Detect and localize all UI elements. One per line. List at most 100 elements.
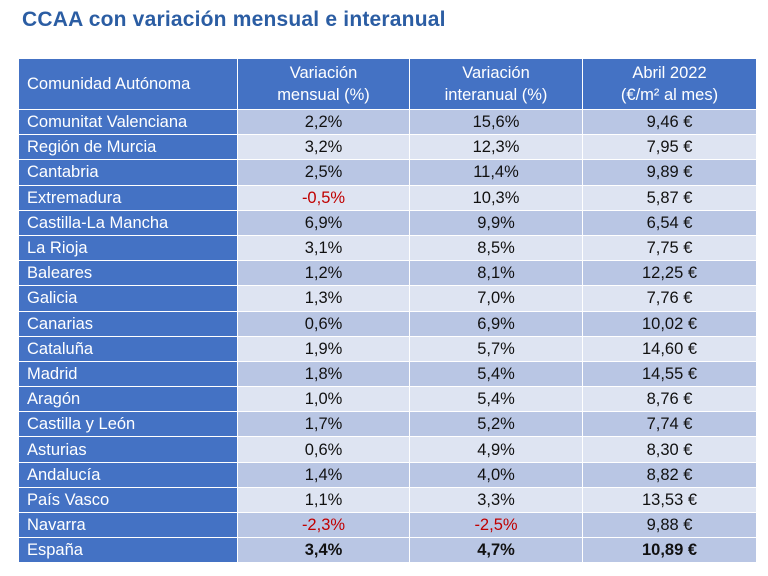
table-row: La Rioja 3,1% 8,5% 7,75 € bbox=[18, 234, 757, 262]
cell-variacion-interanual: 10,3% bbox=[409, 184, 583, 211]
cell-comunidad: Asturias bbox=[18, 436, 238, 463]
header-variacion-mensual: Variación mensual (%) bbox=[237, 58, 410, 110]
cell-comunidad: Extremadura bbox=[18, 184, 238, 211]
cell-variacion-interanual: 4,7% bbox=[409, 537, 583, 564]
table-row: Canarias 0,6% 6,9% 10,02 € bbox=[18, 310, 757, 337]
cell-variacion-mensual: 1,7% bbox=[237, 411, 410, 438]
page-title: CCAA con variación mensual e interanual bbox=[22, 8, 446, 31]
cell-comunidad: La Rioja bbox=[18, 234, 238, 262]
cell-comunidad: España bbox=[18, 537, 238, 564]
cell-precio: 9,88 € bbox=[582, 511, 757, 539]
table-row: Asturias 0,6% 4,9% 8,30 € bbox=[18, 436, 757, 463]
cell-comunidad: Región de Murcia bbox=[18, 134, 238, 161]
cell-variacion-mensual: -0,5% bbox=[237, 184, 410, 211]
table-header: Comunidad Autónoma Variación mensual (%)… bbox=[18, 58, 757, 110]
cell-variacion-mensual: 1,8% bbox=[237, 360, 410, 388]
cell-comunidad: Galicia bbox=[18, 285, 238, 312]
cell-precio: 7,95 € bbox=[582, 134, 757, 161]
cell-variacion-interanual: 7,0% bbox=[409, 285, 583, 312]
cell-precio: 13,53 € bbox=[582, 486, 757, 514]
cell-comunidad: País Vasco bbox=[18, 486, 238, 514]
header-mensual-line2: mensual (%) bbox=[277, 86, 370, 104]
table-row: Baleares 1,2% 8,1% 12,25 € bbox=[18, 260, 757, 287]
table-row: Navarra -2,3% -2,5% 9,88 € bbox=[18, 511, 757, 539]
cell-variacion-interanual: 5,7% bbox=[409, 335, 583, 362]
cell-variacion-mensual: 0,6% bbox=[237, 310, 410, 337]
cell-variacion-interanual: 4,0% bbox=[409, 461, 583, 488]
cell-variacion-interanual: 3,3% bbox=[409, 486, 583, 514]
cell-variacion-mensual: 2,5% bbox=[237, 159, 410, 186]
header-interanual-line1: Variación bbox=[462, 64, 530, 82]
header-precio-line2: (€/m² al mes) bbox=[620, 86, 719, 104]
cell-variacion-interanual: 5,4% bbox=[409, 386, 583, 413]
cell-comunidad: Andalucía bbox=[18, 461, 238, 488]
cell-variacion-mensual: 3,1% bbox=[237, 234, 410, 262]
cell-comunidad: Castilla-La Mancha bbox=[18, 209, 238, 236]
cell-variacion-mensual: 1,4% bbox=[237, 461, 410, 488]
cell-precio: 7,75 € bbox=[582, 234, 757, 262]
cell-variacion-mensual: 1,2% bbox=[237, 260, 410, 287]
header-interanual-line2: interanual (%) bbox=[444, 86, 548, 104]
table-row: Cantabria 2,5% 11,4% 9,89 € bbox=[18, 159, 757, 186]
cell-comunidad: Comunitat Valenciana bbox=[18, 108, 238, 136]
header-variacion-interanual: Variación interanual (%) bbox=[409, 58, 583, 110]
cell-variacion-interanual: 8,1% bbox=[409, 260, 583, 287]
table-row: Aragón 1,0% 5,4% 8,76 € bbox=[18, 386, 757, 413]
header-precio: Abril 2022 (€/m² al mes) bbox=[582, 58, 757, 110]
cell-variacion-interanual: 15,6% bbox=[409, 108, 583, 136]
table-row: Andalucía 1,4% 4,0% 8,82 € bbox=[18, 461, 757, 488]
cell-variacion-mensual: 0,6% bbox=[237, 436, 410, 463]
cell-variacion-mensual: 6,9% bbox=[237, 209, 410, 236]
cell-variacion-interanual: 12,3% bbox=[409, 134, 583, 161]
cell-comunidad: Cantabria bbox=[18, 159, 238, 186]
table-body: Comunitat Valenciana 2,2% 15,6% 9,46 € Regió… bbox=[18, 108, 757, 564]
cell-comunidad: Madrid bbox=[18, 360, 238, 388]
cell-precio: 10,89 € bbox=[582, 537, 757, 564]
header-row: Comunidad Autónoma Variación mensual (%)… bbox=[18, 58, 757, 110]
cell-variacion-interanual: 11,4% bbox=[409, 159, 583, 186]
cell-variacion-mensual: 2,2% bbox=[237, 108, 410, 136]
cell-variacion-mensual: -2,3% bbox=[237, 511, 410, 539]
table-row: Comunitat Valenciana 2,2% 15,6% 9,46 € bbox=[18, 108, 757, 136]
cell-comunidad: Navarra bbox=[18, 511, 238, 539]
total-row: España 3,4% 4,7% 10,89 € bbox=[18, 537, 757, 564]
cell-precio: 14,55 € bbox=[582, 360, 757, 388]
cell-variacion-interanual: 4,9% bbox=[409, 436, 583, 463]
table-row: Madrid 1,8% 5,4% 14,55 € bbox=[18, 360, 757, 388]
cell-variacion-interanual: 8,5% bbox=[409, 234, 583, 262]
cell-variacion-mensual: 1,9% bbox=[237, 335, 410, 362]
cell-precio: 12,25 € bbox=[582, 260, 757, 287]
cell-variacion-interanual: -2,5% bbox=[409, 511, 583, 539]
table-row: Castilla-La Mancha 6,9% 9,9% 6,54 € bbox=[18, 209, 757, 236]
cell-precio: 8,82 € bbox=[582, 461, 757, 488]
cell-precio: 5,87 € bbox=[582, 184, 757, 211]
cell-precio: 9,46 € bbox=[582, 108, 757, 136]
cell-comunidad: Cataluña bbox=[18, 335, 238, 362]
cell-precio: 7,74 € bbox=[582, 411, 757, 438]
cell-variacion-interanual: 9,9% bbox=[409, 209, 583, 236]
cell-variacion-interanual: 5,2% bbox=[409, 411, 583, 438]
header-mensual-line1: Variación bbox=[289, 64, 358, 82]
cell-precio: 8,76 € bbox=[582, 386, 757, 413]
cell-comunidad: Castilla y León bbox=[18, 411, 238, 438]
cell-comunidad: Canarias bbox=[18, 310, 238, 337]
cell-variacion-mensual: 1,0% bbox=[237, 386, 410, 413]
cell-precio: 9,89 € bbox=[582, 159, 757, 186]
table-row: Región de Murcia 3,2% 12,3% 7,95 € bbox=[18, 134, 757, 161]
cell-variacion-interanual: 5,4% bbox=[409, 360, 583, 388]
table-row: Extremadura -0,5% 10,3% 5,87 € bbox=[18, 184, 757, 211]
cell-precio: 8,30 € bbox=[582, 436, 757, 463]
cell-comunidad: Aragón bbox=[18, 386, 238, 413]
header-precio-line1: Abril 2022 bbox=[632, 64, 707, 82]
table-row: Castilla y León 1,7% 5,2% 7,74 € bbox=[18, 411, 757, 438]
cell-precio: 7,76 € bbox=[582, 285, 757, 312]
cell-comunidad: Baleares bbox=[18, 260, 238, 287]
data-table: Comunidad Autónoma Variación mensual (%)… bbox=[18, 58, 757, 564]
cell-precio: 10,02 € bbox=[582, 310, 757, 337]
table-row: País Vasco 1,1% 3,3% 13,53 € bbox=[18, 486, 757, 514]
cell-variacion-mensual: 1,1% bbox=[237, 486, 410, 514]
cell-variacion-mensual: 3,4% bbox=[237, 537, 410, 564]
table-row: Galicia 1,3% 7,0% 7,76 € bbox=[18, 285, 757, 312]
cell-variacion-interanual: 6,9% bbox=[409, 310, 583, 337]
cell-variacion-mensual: 3,2% bbox=[237, 134, 410, 161]
